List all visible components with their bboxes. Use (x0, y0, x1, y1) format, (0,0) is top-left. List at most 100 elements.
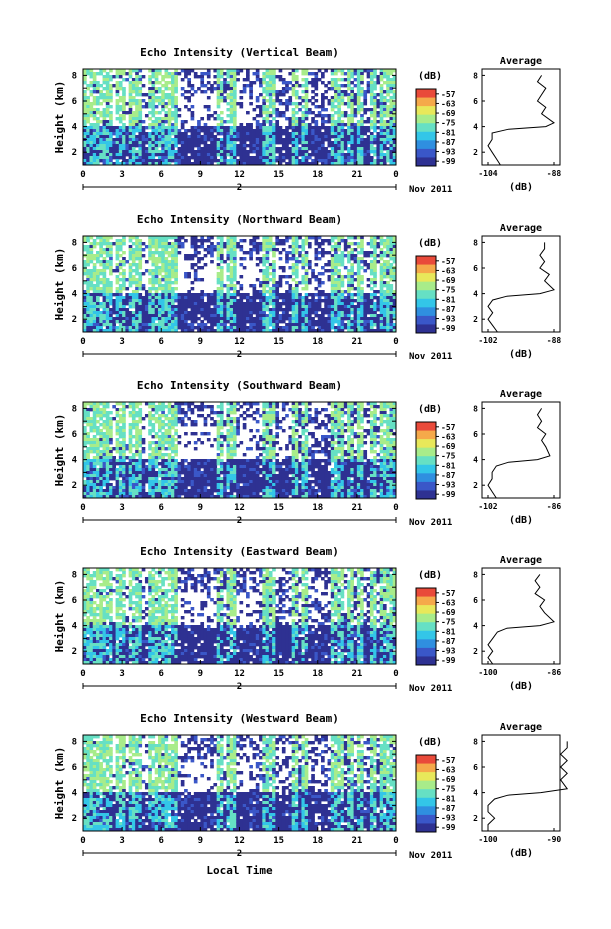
colorbar-swatch (416, 273, 436, 283)
colorbar-tick-label: -81 (441, 461, 456, 470)
colorbar-tick-label: -81 (441, 295, 456, 304)
colorbar-swatch (416, 797, 436, 807)
average-frame (481, 401, 561, 499)
colorbar-swatch (416, 439, 436, 449)
colorbar: -57-63-69-75-81-87-93-99 (415, 88, 456, 167)
date-tick-label: 2 (237, 849, 242, 859)
x-tick-label: 18 (312, 669, 323, 679)
average-y-tick-label: 2 (473, 481, 478, 490)
colorbar-tick-label: -75 (441, 119, 456, 128)
heatmap-raster (83, 402, 397, 499)
colorbar-tick-label: -99 (441, 823, 456, 832)
average-y-tick-label: 6 (473, 596, 478, 605)
colorbar-swatch (416, 123, 436, 133)
average-y-tick-label: 6 (473, 264, 478, 273)
average-xlabel: (dB) (509, 848, 533, 859)
average-x-tick-label: -100 (478, 835, 497, 844)
x-tick-label: 9 (198, 503, 203, 513)
colorbar-tick-label: -69 (441, 608, 456, 617)
average-y-tick-label: 4 (473, 622, 478, 631)
colorbar-swatch (416, 140, 436, 150)
colorbar-swatch (416, 324, 436, 334)
date-label: Nov 2011 (409, 684, 452, 694)
y-tick-label: 4 (72, 622, 78, 632)
colorbar: -57-63-69-75-81-87-93-99 (415, 255, 456, 334)
y-tick-label: 6 (72, 430, 77, 440)
heatmap-raster (83, 236, 397, 333)
colorbar-tick-label: -93 (441, 481, 456, 490)
x-tick-label: 9 (198, 170, 203, 180)
colorbar-swatch (416, 422, 436, 432)
average-x-tick-label: -102 (478, 336, 497, 345)
colorbar-swatch (416, 114, 436, 124)
date-tick-label: 2 (237, 516, 242, 526)
colorbar-tick-label: -69 (441, 109, 456, 118)
x-tick-label: 0 (80, 503, 85, 513)
colorbar-swatch (416, 647, 436, 657)
x-tick-label: 12 (234, 669, 245, 679)
colorbar-swatch (416, 281, 436, 291)
y-tick-label: 4 (72, 290, 78, 300)
x-tick-label: 0 (80, 836, 85, 846)
x-tick-label: 15 (273, 337, 284, 347)
panel-1: Echo Intensity (Vertical Beam) 8 6 4 2 Height… (53, 46, 561, 195)
colorbar-tick-label: -75 (441, 785, 456, 794)
colorbar-swatch (416, 131, 436, 141)
bottom-x-axis-label: Local Time (206, 864, 273, 877)
y-tick-label: 6 (72, 596, 77, 606)
average-y-tick-label: 8 (473, 570, 478, 579)
average-title: Average (500, 722, 542, 733)
x-tick-label: 18 (312, 337, 323, 347)
colorbar-swatch (416, 780, 436, 790)
x-tick-label: 0 (80, 337, 85, 347)
average-line (487, 242, 555, 333)
colorbar-tick-label: -87 (441, 637, 456, 646)
y-tick-label: 4 (72, 789, 78, 799)
colorbar-swatch (416, 814, 436, 824)
average-frame (481, 734, 561, 832)
x-tick-label: 0 (393, 170, 398, 180)
y-tick-label: 2 (72, 315, 77, 325)
colorbar-swatch (416, 772, 436, 782)
colorbar-frame (415, 255, 437, 334)
panel-title: Echo Intensity (Vertical Beam) (140, 46, 339, 59)
x-tick-label: 18 (312, 503, 323, 513)
y-tick-label: 8 (72, 737, 77, 747)
heatmap-raster (83, 568, 397, 665)
average-x-tick-label: -86 (547, 502, 562, 511)
colorbar-tick-label: -93 (441, 148, 456, 157)
colorbar-unit: (dB) (418, 570, 442, 581)
average-y-tick-label: 8 (473, 71, 478, 80)
average-y-tick-label: 4 (473, 290, 478, 299)
average-title: Average (500, 56, 542, 67)
colorbar-swatch (416, 456, 436, 466)
x-tick-label: 3 (119, 503, 124, 513)
colorbar-swatch (416, 622, 436, 632)
x-tick-label: 9 (198, 337, 203, 347)
colorbar-swatch (416, 596, 436, 606)
date-label: Nov 2011 (409, 851, 452, 861)
colorbar-tick-label: -81 (441, 128, 456, 137)
colorbar-tick-label: -57 (441, 90, 456, 99)
panel-title: Echo Intensity (Eastward Beam) (140, 545, 339, 558)
colorbar-tick-label: -75 (441, 452, 456, 461)
y-tick-label: 2 (72, 647, 77, 657)
y-tick-label: 2 (72, 481, 77, 491)
date-label: Nov 2011 (409, 518, 452, 528)
colorbar-unit: (dB) (418, 404, 442, 415)
y-tick-label: 2 (72, 814, 77, 824)
colorbar-swatch (416, 315, 436, 325)
x-tick-label: 12 (234, 170, 245, 180)
average-y-tick-label: 4 (473, 456, 478, 465)
colorbar-swatch (416, 148, 436, 158)
x-tick-label: 15 (273, 170, 284, 180)
colorbar-tick-label: -81 (441, 794, 456, 803)
average-y-tick-label: 2 (473, 148, 478, 157)
x-tick-label: 21 (351, 337, 362, 347)
colorbar-unit: (dB) (418, 71, 442, 82)
average-title: Average (500, 389, 542, 400)
average-y-tick-label: 8 (473, 238, 478, 247)
colorbar-frame (415, 754, 437, 833)
colorbar-swatch (416, 613, 436, 623)
x-tick-label: 12 (234, 337, 245, 347)
